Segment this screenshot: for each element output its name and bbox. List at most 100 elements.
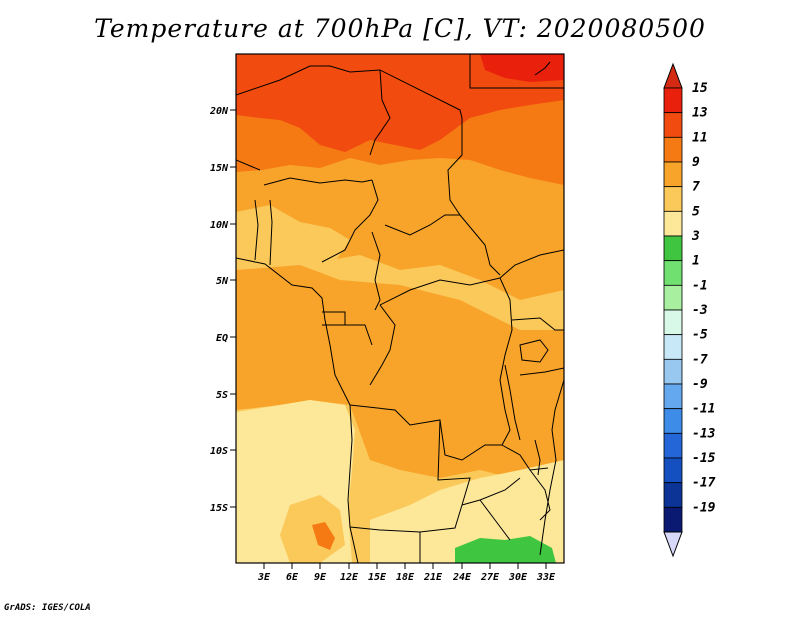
colorbar-segment [663,358,683,385]
border-benin-nigeria [269,199,273,266]
border-libya-niger [369,69,391,156]
border-angola-zambia [437,419,471,506]
x-axis: 3E 6E 9E 12E 15E 18E 21E 24E 27E 30E 33E [257,563,556,583]
colorbar-label: 9 [692,155,700,170]
map-frame [235,53,565,564]
colorbar-top-triangle [663,62,683,89]
x-tick-label: 3E [257,572,271,583]
x-tick-label: 6E [286,572,299,583]
colorbar-label: 7 [692,180,700,195]
y-tick-label: EQ [216,333,228,344]
colorbar-bottom-triangle [663,531,683,558]
colorbar-segment [663,408,683,434]
y-tick-label: 15S [210,503,228,514]
colorbar: 15 13 11 9 7 5 3 1 -1 -3 -5 -7 -9 -11 -13 -15 -17 -19 [663,62,716,558]
border-nigeria-cameroon [321,179,379,263]
coastline-east [539,379,564,556]
x-tick-label: 33E [536,572,556,583]
colorbar-label: 1 [692,254,700,269]
y-tick-label: 5N [216,276,229,287]
colorbar-label: 3 [691,229,700,244]
x-tick-label: 30E [508,572,528,583]
border-niger-nigeria [263,177,373,186]
colorbar-segment [663,506,683,533]
coastline-west [236,257,359,563]
border-uganda-kenya [511,317,564,331]
colorbar-label: -19 [692,500,716,515]
border-sudan-south [499,249,564,279]
country-borders [236,54,564,563]
y-tick-label: 10S [210,446,228,457]
grads-credit: GrADS: IGES/COLA [4,603,91,613]
colorbar-segment [663,334,683,360]
colorbar-label: -7 [692,352,708,367]
border-togo-benin [254,199,259,261]
x-tick-label: 18E [396,572,415,583]
colorbar-label: -13 [692,426,716,441]
y-axis: 20N 15N 10N 5N EQ 5S 10S 15S [209,106,236,514]
colorbar-label: -1 [692,278,708,293]
colorbar-segment [663,186,683,212]
map-title: Temperature at 700hPa [C], VT: 202008050… [94,14,706,43]
y-tick-label: 10N [210,220,229,231]
field-band-15 [480,54,564,82]
x-tick-label: 24E [452,572,472,583]
colorbar-labels: 15 13 11 9 7 5 3 1 -1 -3 -5 -7 -9 -11 -13 -15 -17 -19 [691,81,716,515]
colorbar-segment [663,432,683,459]
border-chad-car [384,214,460,236]
border-zambia-zimbabwe [461,477,521,506]
lake-tanganyika [504,364,521,441]
border-algeria-niger [236,65,381,96]
colorbar-segment [663,482,683,508]
colorbar-label: -15 [692,451,716,466]
border-drc-east [499,277,513,446]
x-tick-label: 21E [423,572,443,583]
border-chad-sudan [447,118,463,216]
colorbar-segment [663,457,683,484]
field-band-5-south [370,460,564,563]
field-band-7-west [236,205,350,262]
y-tick-label: 5S [216,390,228,401]
border-egypt-sudan [469,54,564,89]
x-tick-label: 12E [340,572,359,583]
colorbar-segment [663,161,683,188]
colorbar-segment [663,284,683,311]
colorbar-segment [663,136,683,163]
colorbar-label: -11 [692,402,715,417]
red-sea-coast [534,61,551,76]
colorbar-label: -9 [692,377,708,392]
colorbar-segment [663,309,683,336]
colorbar-segment [663,112,683,138]
temperature-field [236,54,564,563]
field-band-13 [236,54,564,152]
lake-victoria [519,339,549,363]
colorbar-segment [663,260,683,286]
border-cameroon-car [371,231,381,311]
colorbar-segments [663,87,683,533]
field-band-9-central [236,265,564,480]
border-mozambique [529,469,551,521]
y-tick-label: 20N [209,106,229,117]
border-congo-drc [369,304,396,386]
border-botswana-zimbabwe [479,499,511,541]
colorbar-segment [663,383,683,410]
colorbar-label: 15 [692,81,708,96]
colorbar-segment [663,87,683,114]
x-tick-label: 15E [368,572,387,583]
colorbar-segment [663,235,683,262]
colorbar-label: 13 [692,106,708,121]
x-tick-label: 27E [480,572,500,583]
colorbar-label: -3 [692,303,708,318]
border-angola-drc [349,404,502,461]
colorbar-label: 5 [692,204,700,219]
border-car-sudan [459,214,501,276]
colorbar-segment [663,210,683,237]
field-band-3 [455,536,556,563]
border-libya-chad [379,69,463,119]
field-band-11-spot [312,522,335,550]
border-mali-niger [236,159,261,171]
lake-malawi [534,439,541,476]
x-tick-label: 9E [314,572,327,583]
border-car-drc [379,277,501,306]
